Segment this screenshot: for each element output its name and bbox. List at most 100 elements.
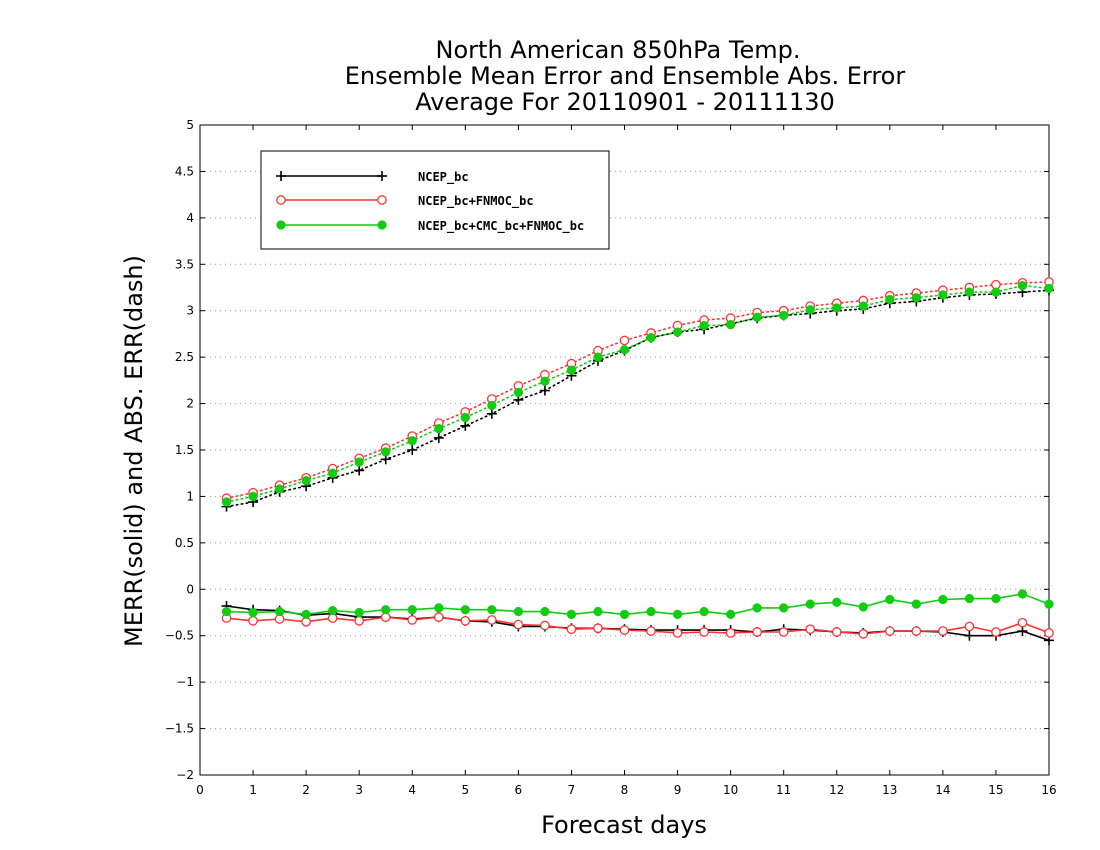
abs-err-point-series-2 — [725, 319, 736, 330]
merr-point-series-1 — [752, 627, 763, 637]
abs-err-line-series-0 — [225, 289, 1050, 508]
abs-err-point-series-2 — [301, 475, 311, 486]
merr-point-series-2 — [832, 597, 842, 607]
chart-title-line-3: Average For 20110901 - 20111130 — [415, 88, 835, 116]
merr-point-series-0 — [964, 630, 975, 641]
merr-point-series-1 — [964, 621, 975, 632]
y-tick-label: 3 — [186, 304, 194, 318]
merr-point-series-1 — [778, 627, 789, 637]
merr-point-series-2 — [487, 605, 497, 615]
merr-point-series-2 — [407, 605, 417, 615]
abs-err-point-series-2 — [513, 387, 524, 398]
merr-point-series-2 — [964, 593, 975, 604]
abs-err-point-series-2 — [248, 491, 258, 502]
merr-point-series-1 — [1017, 617, 1028, 628]
merr-point-series-2 — [1017, 589, 1028, 599]
merr-point-series-1 — [460, 616, 471, 626]
y-tick-label: 0.5 — [175, 536, 194, 550]
y-tick-label: −1 — [176, 675, 194, 689]
abs-err-point-series-2 — [619, 345, 630, 355]
abs-err-line-series-1 — [225, 281, 1050, 500]
abs-err-point-series-2 — [832, 303, 842, 313]
merr-point-series-1 — [805, 624, 816, 635]
abs-err-point-series-2 — [407, 436, 417, 446]
x-tick-label: 10 — [723, 783, 738, 797]
merr-point-series-2 — [619, 609, 630, 620]
merr-point-series-1 — [407, 615, 418, 625]
abs-err-point-series-2 — [593, 352, 603, 362]
merr-point-series-1 — [513, 619, 524, 630]
y-tick-label: 2 — [186, 397, 194, 411]
merr-point-series-2 — [779, 603, 789, 613]
abs-err-point-series-2 — [911, 293, 921, 303]
y-tick-label: 1.5 — [175, 443, 194, 457]
merr-point-series-2 — [540, 606, 550, 617]
x-tick-label: 12 — [829, 783, 844, 797]
abs-err-point-series-2 — [221, 497, 232, 507]
merr-point-series-2 — [752, 603, 762, 613]
merr-point-series-2 — [354, 607, 364, 618]
y-tick-label: 2.5 — [175, 350, 194, 364]
abs-err-line-series-2 — [225, 284, 1050, 503]
y-tick-label: 4.5 — [175, 164, 194, 178]
merr-point-series-2 — [885, 594, 895, 605]
merr-point-series-1 — [646, 626, 656, 636]
x-tick-label: 8 — [621, 783, 629, 797]
series-layer — [221, 277, 1054, 646]
x-tick-label: 0 — [196, 783, 204, 797]
abs-err-point-series-2 — [460, 412, 470, 423]
merr-point-series-1 — [486, 615, 497, 625]
legend-samples — [276, 171, 387, 230]
legend: NCEP_bc NCEP_bc+FNMOC_bc NCEP_bc+CMC_bc+… — [260, 150, 610, 250]
merr-point-series-2 — [381, 605, 391, 615]
merr-point-series-1 — [593, 623, 603, 634]
merr-point-series-2 — [672, 609, 683, 620]
legend-label-ncep-fnmoc: NCEP_bc+FNMOC_bc — [418, 194, 534, 209]
x-tick-label: 6 — [515, 783, 523, 797]
merr-point-series-1 — [672, 628, 683, 638]
legend-marker-series-0 — [377, 171, 387, 181]
merr-point-series-1 — [248, 616, 258, 626]
merr-point-series-1 — [831, 627, 842, 637]
merr-point-series-2 — [328, 605, 338, 616]
x-tick-label: 15 — [988, 783, 1003, 797]
abs-err-point-series-2 — [1044, 283, 1054, 294]
x-tick-label: 3 — [355, 783, 363, 797]
abs-err-point-series-0 — [460, 420, 471, 431]
y-tick-label: 3.5 — [175, 257, 194, 271]
merr-point-series-2 — [460, 605, 470, 615]
abs-err-point-series-2 — [858, 301, 868, 311]
x-tick-label: 16 — [1041, 783, 1056, 797]
x-tick-label: 9 — [674, 783, 682, 797]
abs-err-point-series-2 — [964, 287, 975, 297]
merr-line-series-2 — [226, 593, 1050, 616]
x-tick-label: 13 — [882, 783, 897, 797]
abs-err-point-series-2 — [354, 457, 364, 467]
y-tick-label: 1 — [186, 489, 194, 503]
abs-err-point-series-1 — [619, 335, 630, 346]
y-tick-label: −2 — [176, 768, 194, 782]
y-tick-label: 5 — [186, 118, 194, 132]
abs-err-point-series-0 — [486, 408, 497, 419]
merr-point-series-2 — [991, 593, 1001, 604]
merr-point-series-1 — [699, 627, 709, 637]
merr-point-series-1 — [433, 612, 444, 622]
y-axis-title: MERR(solid) and ABS. ERR(dash) — [120, 255, 148, 647]
merr-point-series-2 — [434, 603, 444, 613]
x-tick-label: 2 — [302, 783, 310, 797]
merr-point-series-0 — [1017, 626, 1028, 637]
y-tick-label: 0 — [186, 582, 194, 596]
legend-marker-series-2 — [276, 220, 286, 230]
merr-point-series-2 — [725, 609, 736, 620]
axis-ticks: −2−1.5−1−0.500.511.522.533.544.550 1 2 3 4 5 6… — [165, 118, 1057, 797]
merr-point-series-1 — [991, 627, 1001, 637]
x-tick-label: 5 — [461, 783, 469, 797]
merr-point-series-1 — [540, 620, 550, 631]
abs-err-point-series-2 — [752, 312, 762, 322]
x-tick-label: 1 — [249, 783, 257, 797]
abs-err-point-series-2 — [699, 320, 709, 331]
merr-point-series-2 — [805, 599, 815, 609]
abs-err-point-series-2 — [434, 423, 444, 434]
merr-point-series-1 — [911, 626, 922, 636]
